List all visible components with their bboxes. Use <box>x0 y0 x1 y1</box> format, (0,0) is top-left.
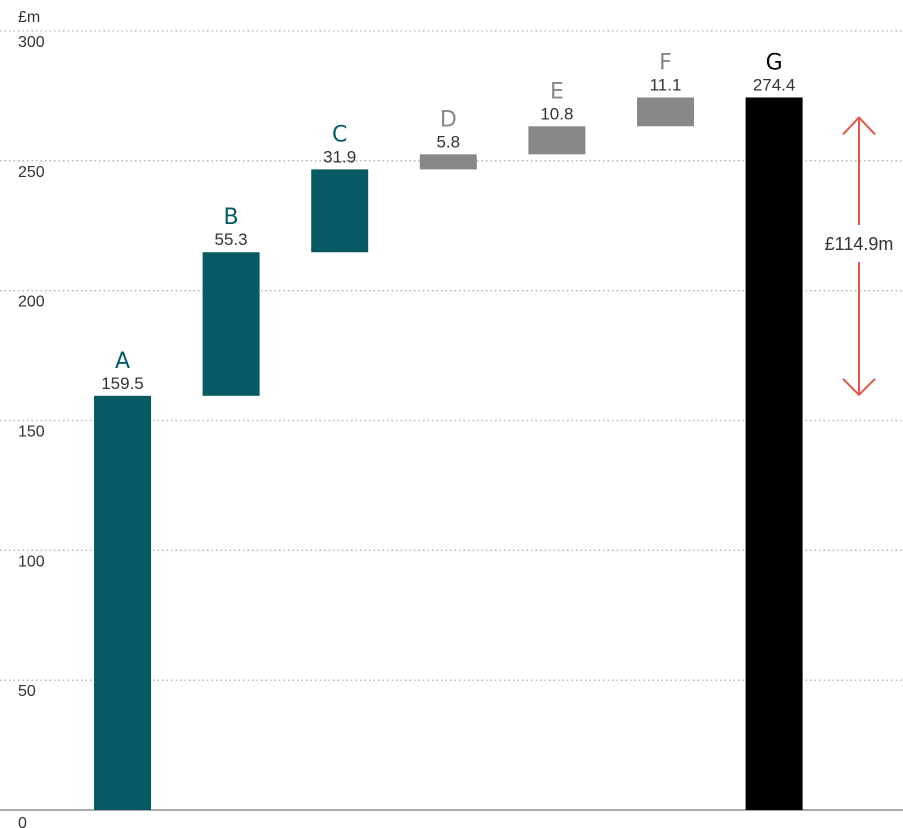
y-tick-label: 200 <box>18 294 45 311</box>
bar-b <box>202 252 260 396</box>
category-label: B <box>224 205 239 230</box>
category-label: E <box>550 79 564 104</box>
category-label: A <box>115 349 130 374</box>
value-label: 5.8 <box>436 132 460 151</box>
value-label: 10.8 <box>540 104 573 123</box>
bar-a <box>94 395 151 810</box>
category-label: G <box>766 50 783 75</box>
bar-g <box>745 97 803 810</box>
arrow-head-down-icon <box>842 378 876 397</box>
arrow-head-up-icon <box>842 116 876 136</box>
y-tick-label: 50 <box>18 683 36 700</box>
y-tick-label: 250 <box>18 164 45 181</box>
y-axis: £m 0 50 100 150 200 250 300 <box>18 9 45 828</box>
y-tick-label: 0 <box>18 815 27 828</box>
bar-f <box>637 97 694 127</box>
bar-d <box>419 154 477 170</box>
y-axis-unit: £m <box>18 9 40 26</box>
category-label: C <box>332 122 347 147</box>
bar-e <box>528 126 586 155</box>
y-tick-label: 100 <box>18 553 45 570</box>
annotation-range: £114.9m <box>825 116 894 397</box>
value-label: 55.3 <box>215 230 248 249</box>
annotation-label: £114.9m <box>825 234 894 254</box>
value-label: 31.9 <box>323 147 356 166</box>
bar-c <box>311 169 369 253</box>
y-tick-label: 300 <box>18 34 45 51</box>
y-tick-label: 150 <box>18 424 45 441</box>
value-label: 11.1 <box>650 75 682 94</box>
category-label: F <box>659 50 672 75</box>
bars: 159.5A 55.3B 31.9C 5.8D 10.8E 11.1F 274.4G <box>94 50 803 810</box>
value-label: 159.5 <box>101 374 144 393</box>
value-label: 274.4 <box>753 75 796 94</box>
category-label: D <box>440 107 457 132</box>
